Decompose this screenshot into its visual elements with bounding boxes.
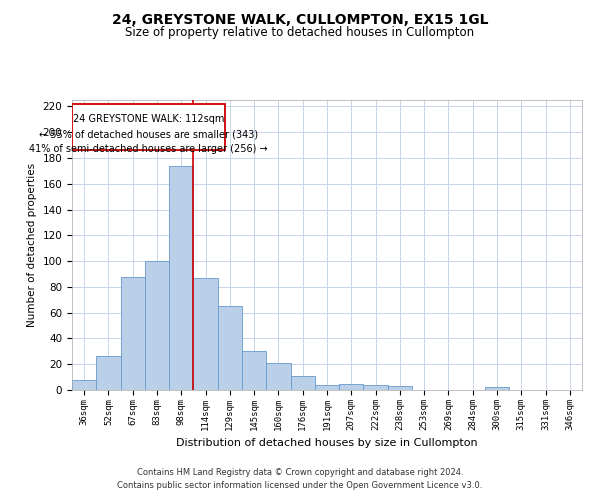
Bar bbox=[218, 306, 242, 390]
Text: Distribution of detached houses by size in Cullompton: Distribution of detached houses by size … bbox=[176, 438, 478, 448]
Text: Contains public sector information licensed under the Open Government Licence v3: Contains public sector information licen… bbox=[118, 480, 482, 490]
Y-axis label: Number of detached properties: Number of detached properties bbox=[27, 163, 37, 327]
Bar bbox=[315, 385, 339, 390]
Bar bbox=[121, 276, 145, 390]
Text: 24, GREYSTONE WALK, CULLOMPTON, EX15 1GL: 24, GREYSTONE WALK, CULLOMPTON, EX15 1GL bbox=[112, 12, 488, 26]
Bar bbox=[193, 278, 218, 390]
FancyBboxPatch shape bbox=[72, 104, 225, 150]
Bar bbox=[169, 166, 193, 390]
Bar bbox=[96, 356, 121, 390]
Bar bbox=[364, 385, 388, 390]
Text: ← 55% of detached houses are smaller (343): ← 55% of detached houses are smaller (34… bbox=[39, 130, 258, 140]
Bar bbox=[485, 388, 509, 390]
Bar bbox=[388, 386, 412, 390]
Bar bbox=[145, 261, 169, 390]
Bar bbox=[290, 376, 315, 390]
Text: 41% of semi-detached houses are larger (256) →: 41% of semi-detached houses are larger (… bbox=[29, 144, 268, 154]
Bar bbox=[339, 384, 364, 390]
Bar bbox=[266, 363, 290, 390]
Text: Size of property relative to detached houses in Cullompton: Size of property relative to detached ho… bbox=[125, 26, 475, 39]
Bar bbox=[72, 380, 96, 390]
Bar bbox=[242, 352, 266, 390]
Text: Contains HM Land Registry data © Crown copyright and database right 2024.: Contains HM Land Registry data © Crown c… bbox=[137, 468, 463, 477]
Text: 24 GREYSTONE WALK: 112sqm: 24 GREYSTONE WALK: 112sqm bbox=[73, 114, 224, 124]
